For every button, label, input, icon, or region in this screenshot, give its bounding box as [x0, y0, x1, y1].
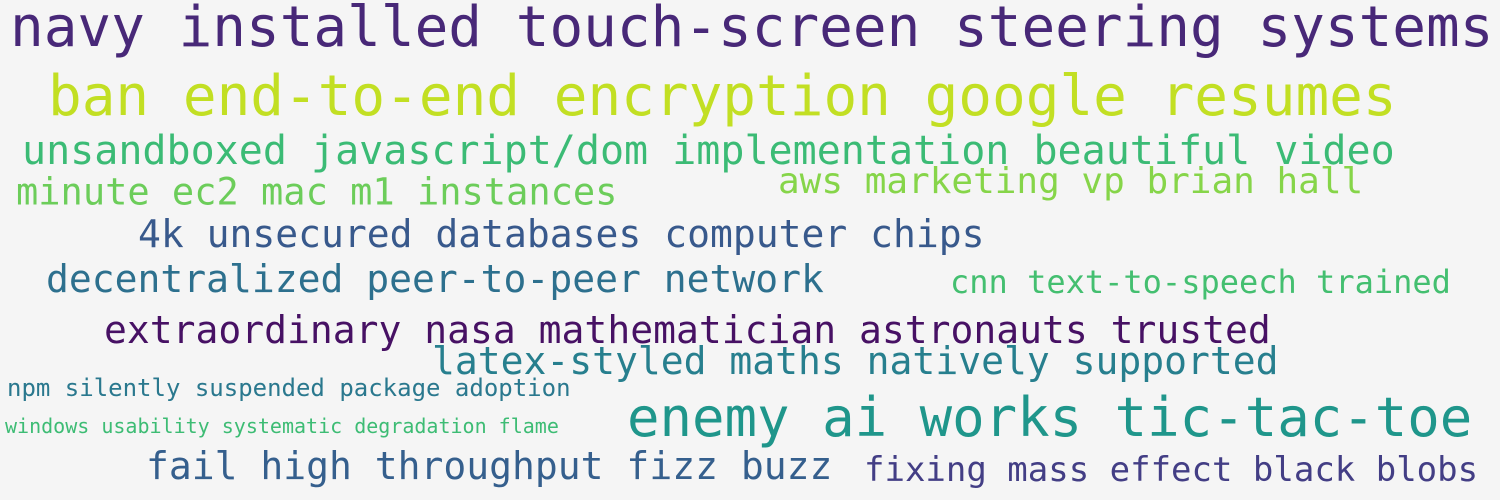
cloud-phrase: minute ec2 mac m1 instances — [16, 170, 618, 214]
cloud-phrase: fixing mass effect black blobs — [864, 450, 1479, 490]
cloud-phrase: navy installed touch-screen steering sys… — [10, 0, 1494, 60]
cloud-phrase: fail high throughput fizz buzz — [146, 444, 833, 488]
cloud-phrase: unsandboxed javascript/dom implementatio… — [22, 128, 1395, 174]
cloud-phrase: 4k unsecured databases computer chips — [138, 212, 985, 256]
cloud-phrase: latex-styled maths natively supported — [432, 339, 1279, 383]
cloud-phrase: windows usability systematic degradation… — [5, 414, 559, 438]
cloud-phrase: extraordinary nasa mathematician astrona… — [104, 308, 1271, 352]
cloud-phrase: ban end-to-end encryption google resumes — [48, 64, 1397, 129]
cloud-phrase: cnn text-to-speech trained — [950, 263, 1451, 301]
cloud-phrase: decentralized peer-to-peer network — [46, 257, 824, 301]
cloud-phrase: enemy ai works tic-tac-toe — [627, 386, 1473, 449]
cloud-phrase: npm silently suspended package adoption — [7, 374, 571, 402]
cloud-phrase: aws marketing vp brian hall — [778, 161, 1364, 202]
